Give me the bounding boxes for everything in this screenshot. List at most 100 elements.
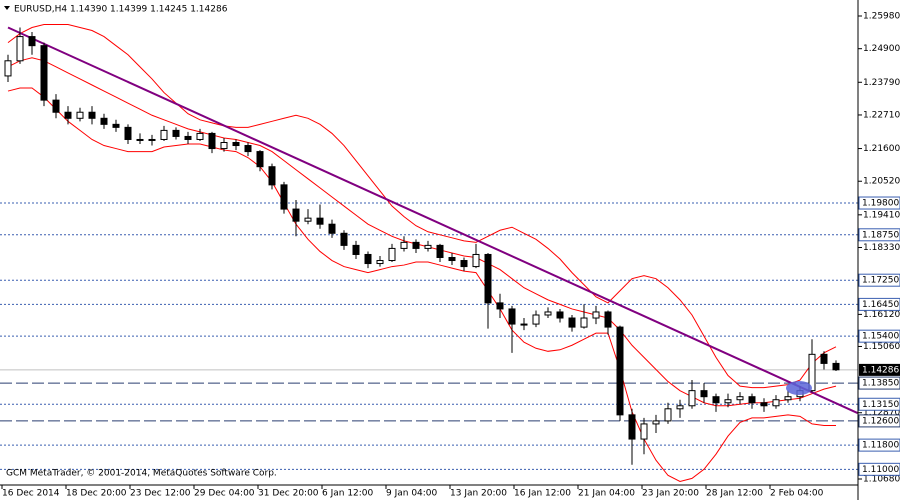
candle-body [364,253,372,265]
x-tick-label: 31 Dec 20:00 [258,489,319,499]
level-label-box [858,462,900,476]
chart-title: EURUSD,H4 1.14390 1.14399 1.14245 1.1428… [14,5,228,15]
candle-body [28,36,36,47]
candle-body [100,117,108,125]
candle-body [304,217,312,222]
candle-body [664,408,672,422]
level-label: 1.15400 [862,332,899,342]
level-label: 1.12600 [862,416,899,426]
candle-body [736,396,744,401]
candle-body [88,111,96,119]
candle-body [748,396,756,404]
bollinger-band [7,23,837,389]
x-tick-label: 13 Jan 20:00 [450,489,507,499]
candle-body [820,353,828,364]
x-tick-label: 16 Dec 2014 [2,489,60,499]
x-tick-label: 28 Jan 12:00 [706,489,763,499]
candle-body [316,217,324,225]
candle-body [556,311,564,319]
candle-body [52,99,60,113]
level-label-box [858,376,900,390]
candle-body [616,326,624,416]
candle-body [772,399,780,407]
candle-body [40,45,48,101]
y-tick-label: 1.20520 [863,177,900,187]
candle-body [148,138,156,141]
candle-body [244,145,252,153]
level-label: 1.17250 [862,276,899,286]
candle-body [712,396,720,404]
candle-body [832,362,840,371]
candle-body [160,129,168,140]
candle-body [700,390,708,398]
y-tick-label: 1.10680 [863,475,900,485]
candle-body [520,323,528,326]
candle-body [124,126,132,140]
level-label-box [858,273,900,287]
title-arrow [4,6,10,10]
candle-body [76,111,84,119]
x-tick-label: 23 Dec 12:00 [130,489,191,499]
y-tick-label: 1.25980 [863,12,900,22]
candle-body [808,353,816,392]
candle-body [376,260,384,265]
candle-body [784,396,792,401]
level-label-box [858,397,900,411]
x-tick-label: 29 Dec 04:00 [194,489,255,499]
candle-body [580,317,588,328]
level-label: 1.11800 [862,441,899,451]
candle-body [16,36,24,62]
level-label-box [858,228,900,242]
candle-body [172,129,180,137]
level-label-box [858,329,900,343]
candle-body [400,241,408,249]
level-label: 1.16450 [862,300,899,310]
level-label: 1.18750 [862,230,899,240]
candle-body [412,241,420,249]
level-label-box [858,196,900,210]
candle-body [292,208,300,222]
bollinger-band [7,57,837,407]
current-price-label: 1.14286 [862,365,899,375]
candle-body [460,260,468,268]
y-tick-label: 1.19410 [863,210,900,220]
candle-body [184,135,192,140]
candle-body [604,311,612,328]
y-tick-label: 1.15060 [863,342,900,352]
y-tick-label: 1.24900 [863,44,900,54]
candle-body [268,166,276,186]
x-tick-label: 21 Jan 04:00 [578,489,635,499]
candle-body [388,247,396,262]
candle-body [760,402,768,407]
candle-body [424,244,432,249]
candle-body [508,308,516,325]
candle-body [628,414,636,440]
y-tick-label: 1.18330 [863,243,900,253]
candle-body [724,399,732,404]
footer: GCM MetaTrader, © 2001-2014, MetaQuotes … [6,469,277,479]
trendline [7,26,859,414]
candle-body [640,423,648,440]
candle-body [112,123,120,128]
candle-body [484,253,492,304]
candle-body [568,317,576,328]
candle-body [328,223,336,234]
y-tick-label: 1.12870 [863,408,900,418]
candle-body [196,132,204,140]
highlight-ellipse [786,381,812,395]
x-tick-label: 9 Jan 04:00 [386,489,438,499]
level-label: 1.11000 [862,465,899,475]
bollinger-band [7,87,836,482]
candle-body [64,111,72,119]
candle-body [340,232,348,246]
level-label-box [858,297,900,311]
candle-body [496,302,504,310]
level-label: 1.13850 [862,379,899,389]
candle-body [136,138,144,141]
x-tick-label: 18 Dec 20:00 [66,489,127,499]
candle-body [352,244,360,255]
y-tick-label: 1.16120 [863,310,900,320]
candle-body [688,390,696,407]
